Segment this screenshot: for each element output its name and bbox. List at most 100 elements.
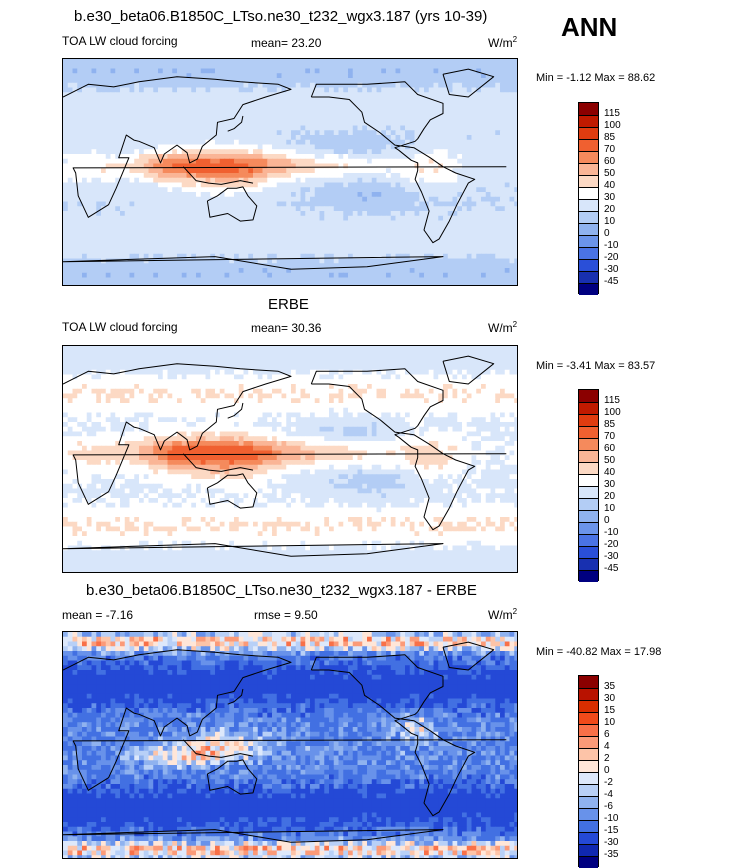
field-cell: [68, 211, 73, 216]
field-cell: [82, 178, 87, 183]
field-cell: [301, 149, 306, 154]
field-cell: [144, 159, 149, 164]
field-cell: [391, 64, 396, 69]
field-cell: [106, 178, 111, 183]
field-cell: [310, 97, 315, 102]
field-cell: [310, 282, 315, 286]
field-cell: [73, 83, 78, 88]
field-cell: [291, 111, 296, 116]
field-cell: [139, 356, 144, 361]
field-cell: [182, 278, 187, 283]
field-cell: [377, 88, 382, 93]
field-cell: [263, 211, 268, 216]
field-cell: [358, 116, 363, 121]
field-cell: [486, 121, 491, 126]
field-cell: [415, 221, 420, 226]
field-cell: [495, 135, 500, 140]
field-cell: [92, 351, 97, 356]
field-cell: [324, 64, 329, 69]
field-cell: [453, 178, 458, 183]
field-cell: [486, 356, 491, 361]
field-cell: [272, 225, 277, 230]
field-cell: [120, 192, 125, 197]
field-cell: [153, 351, 158, 356]
field-cell: [358, 211, 363, 216]
field-cell: [429, 202, 434, 207]
field-cell: [144, 64, 149, 69]
field-cell: [267, 192, 272, 197]
field-cell: [106, 140, 111, 145]
field-cell: [343, 235, 348, 240]
field-cell: [234, 282, 239, 286]
field-cell: [77, 351, 82, 356]
field-cell: [438, 192, 443, 197]
field-cell: [291, 116, 296, 121]
field-cell: [367, 107, 372, 112]
field-cell: [125, 111, 130, 116]
field-cell: [448, 192, 453, 197]
field-cell: [467, 202, 472, 207]
field-cell: [491, 278, 496, 283]
field-cell: [239, 356, 244, 361]
field-cell: [286, 216, 291, 221]
field-cell: [415, 268, 420, 273]
field-cell: [229, 135, 234, 140]
field-cell: [343, 164, 348, 169]
field-cell: [106, 88, 111, 93]
field-cell: [277, 140, 282, 145]
field-cell: [168, 69, 173, 74]
field-cell: [429, 135, 434, 140]
field-cell: [63, 159, 68, 164]
field-cell: [514, 206, 518, 211]
field-cell: [272, 149, 277, 154]
field-cell: [267, 216, 272, 221]
field-cell: [215, 225, 220, 230]
field-cell: [510, 351, 515, 356]
field-cell: [96, 235, 101, 240]
field-cell: [301, 211, 306, 216]
field-cell: [153, 360, 158, 365]
field-cell: [253, 183, 258, 188]
field-cell: [453, 249, 458, 254]
field-cell: [434, 83, 439, 88]
field-cell: [500, 116, 505, 121]
field-cell: [144, 263, 149, 268]
field-cell: [396, 263, 401, 268]
field-cell: [153, 121, 158, 126]
field-cell: [130, 356, 135, 361]
field-cell: [229, 360, 234, 365]
field-cell: [144, 88, 149, 93]
field-cell: [248, 126, 253, 131]
field-cell: [125, 107, 130, 112]
field-cell: [168, 278, 173, 283]
field-cell: [301, 230, 306, 235]
field-cell: [324, 140, 329, 145]
field-cell: [206, 97, 211, 102]
field-cell: [258, 159, 263, 164]
field-cell: [92, 254, 97, 259]
field-cell: [158, 249, 163, 254]
field-cell: [419, 88, 424, 93]
field-cell: [134, 135, 139, 140]
season-label: ANN: [561, 12, 617, 43]
field-cell: [229, 254, 234, 259]
field-cell: [372, 351, 377, 356]
field-cell: [87, 130, 92, 135]
field-cell: [63, 282, 68, 286]
field-cell: [324, 135, 329, 140]
field-cell: [220, 135, 225, 140]
field-cell: [220, 88, 225, 93]
field-cell: [348, 206, 353, 211]
field-cell: [339, 145, 344, 150]
field-cell: [187, 282, 192, 286]
field-cell: [120, 263, 125, 268]
field-cell: [329, 178, 334, 183]
field-cell: [381, 145, 386, 150]
field-cell: [400, 249, 405, 254]
field-cell: [377, 211, 382, 216]
field-cell: [405, 263, 410, 268]
field-cell: [472, 197, 477, 202]
field-cell: [457, 183, 462, 188]
field-cell: [244, 244, 249, 249]
field-cell: [305, 282, 310, 286]
